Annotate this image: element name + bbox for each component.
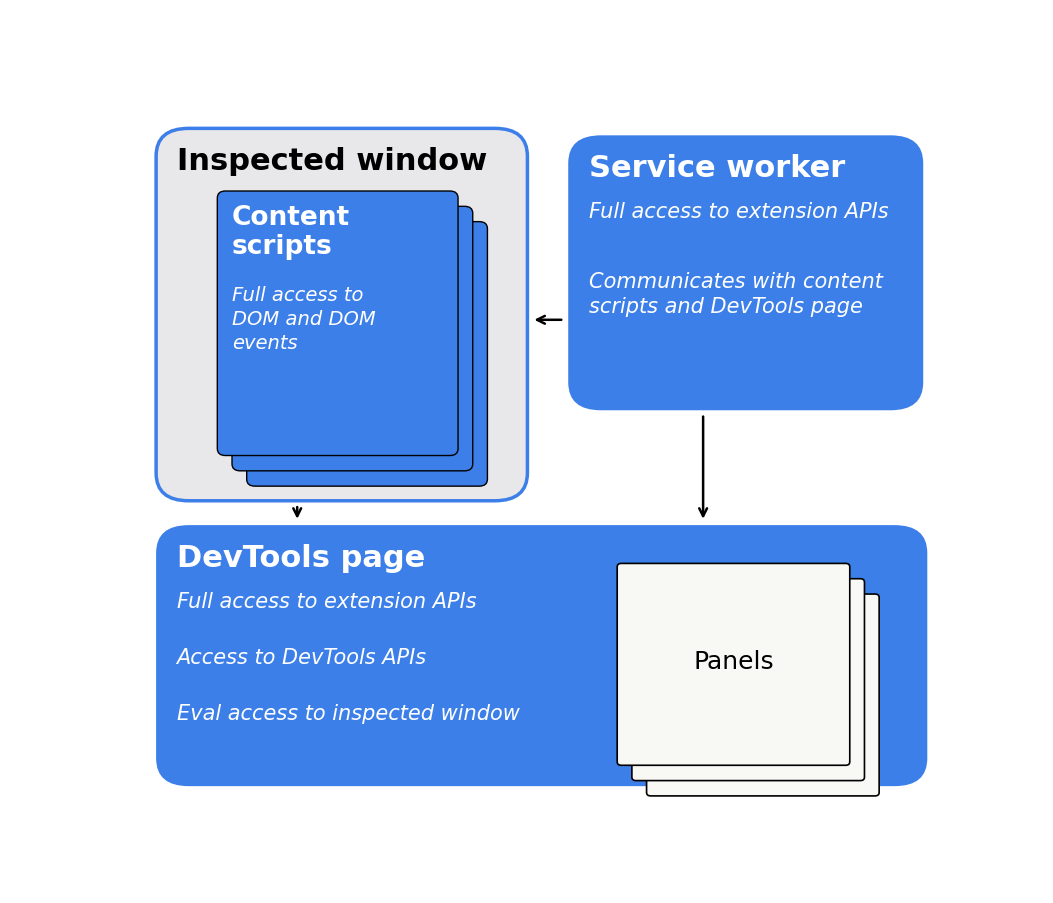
Text: Service worker: Service worker	[589, 154, 845, 182]
Text: Content
scripts: Content scripts	[232, 204, 351, 259]
Text: DevTools page: DevTools page	[177, 543, 424, 572]
FancyBboxPatch shape	[232, 207, 473, 471]
Text: Full access to extension APIs: Full access to extension APIs	[589, 202, 889, 222]
Text: Full access to
DOM and DOM
events: Full access to DOM and DOM events	[232, 285, 376, 353]
Text: Full access to extension APIs: Full access to extension APIs	[177, 591, 476, 611]
Text: Inspected window: Inspected window	[177, 146, 486, 175]
FancyBboxPatch shape	[647, 594, 879, 796]
FancyBboxPatch shape	[246, 222, 488, 487]
Text: Access to DevTools APIs: Access to DevTools APIs	[177, 647, 426, 667]
Text: Eval access to inspected window: Eval access to inspected window	[177, 703, 519, 722]
FancyBboxPatch shape	[156, 526, 928, 787]
FancyBboxPatch shape	[617, 563, 850, 766]
Text: Communicates with content
scripts and DevTools page: Communicates with content scripts and De…	[589, 272, 882, 317]
FancyBboxPatch shape	[156, 129, 528, 501]
Text: Panels: Panels	[693, 649, 774, 673]
FancyBboxPatch shape	[632, 579, 865, 781]
FancyBboxPatch shape	[569, 136, 923, 411]
FancyBboxPatch shape	[217, 191, 458, 456]
